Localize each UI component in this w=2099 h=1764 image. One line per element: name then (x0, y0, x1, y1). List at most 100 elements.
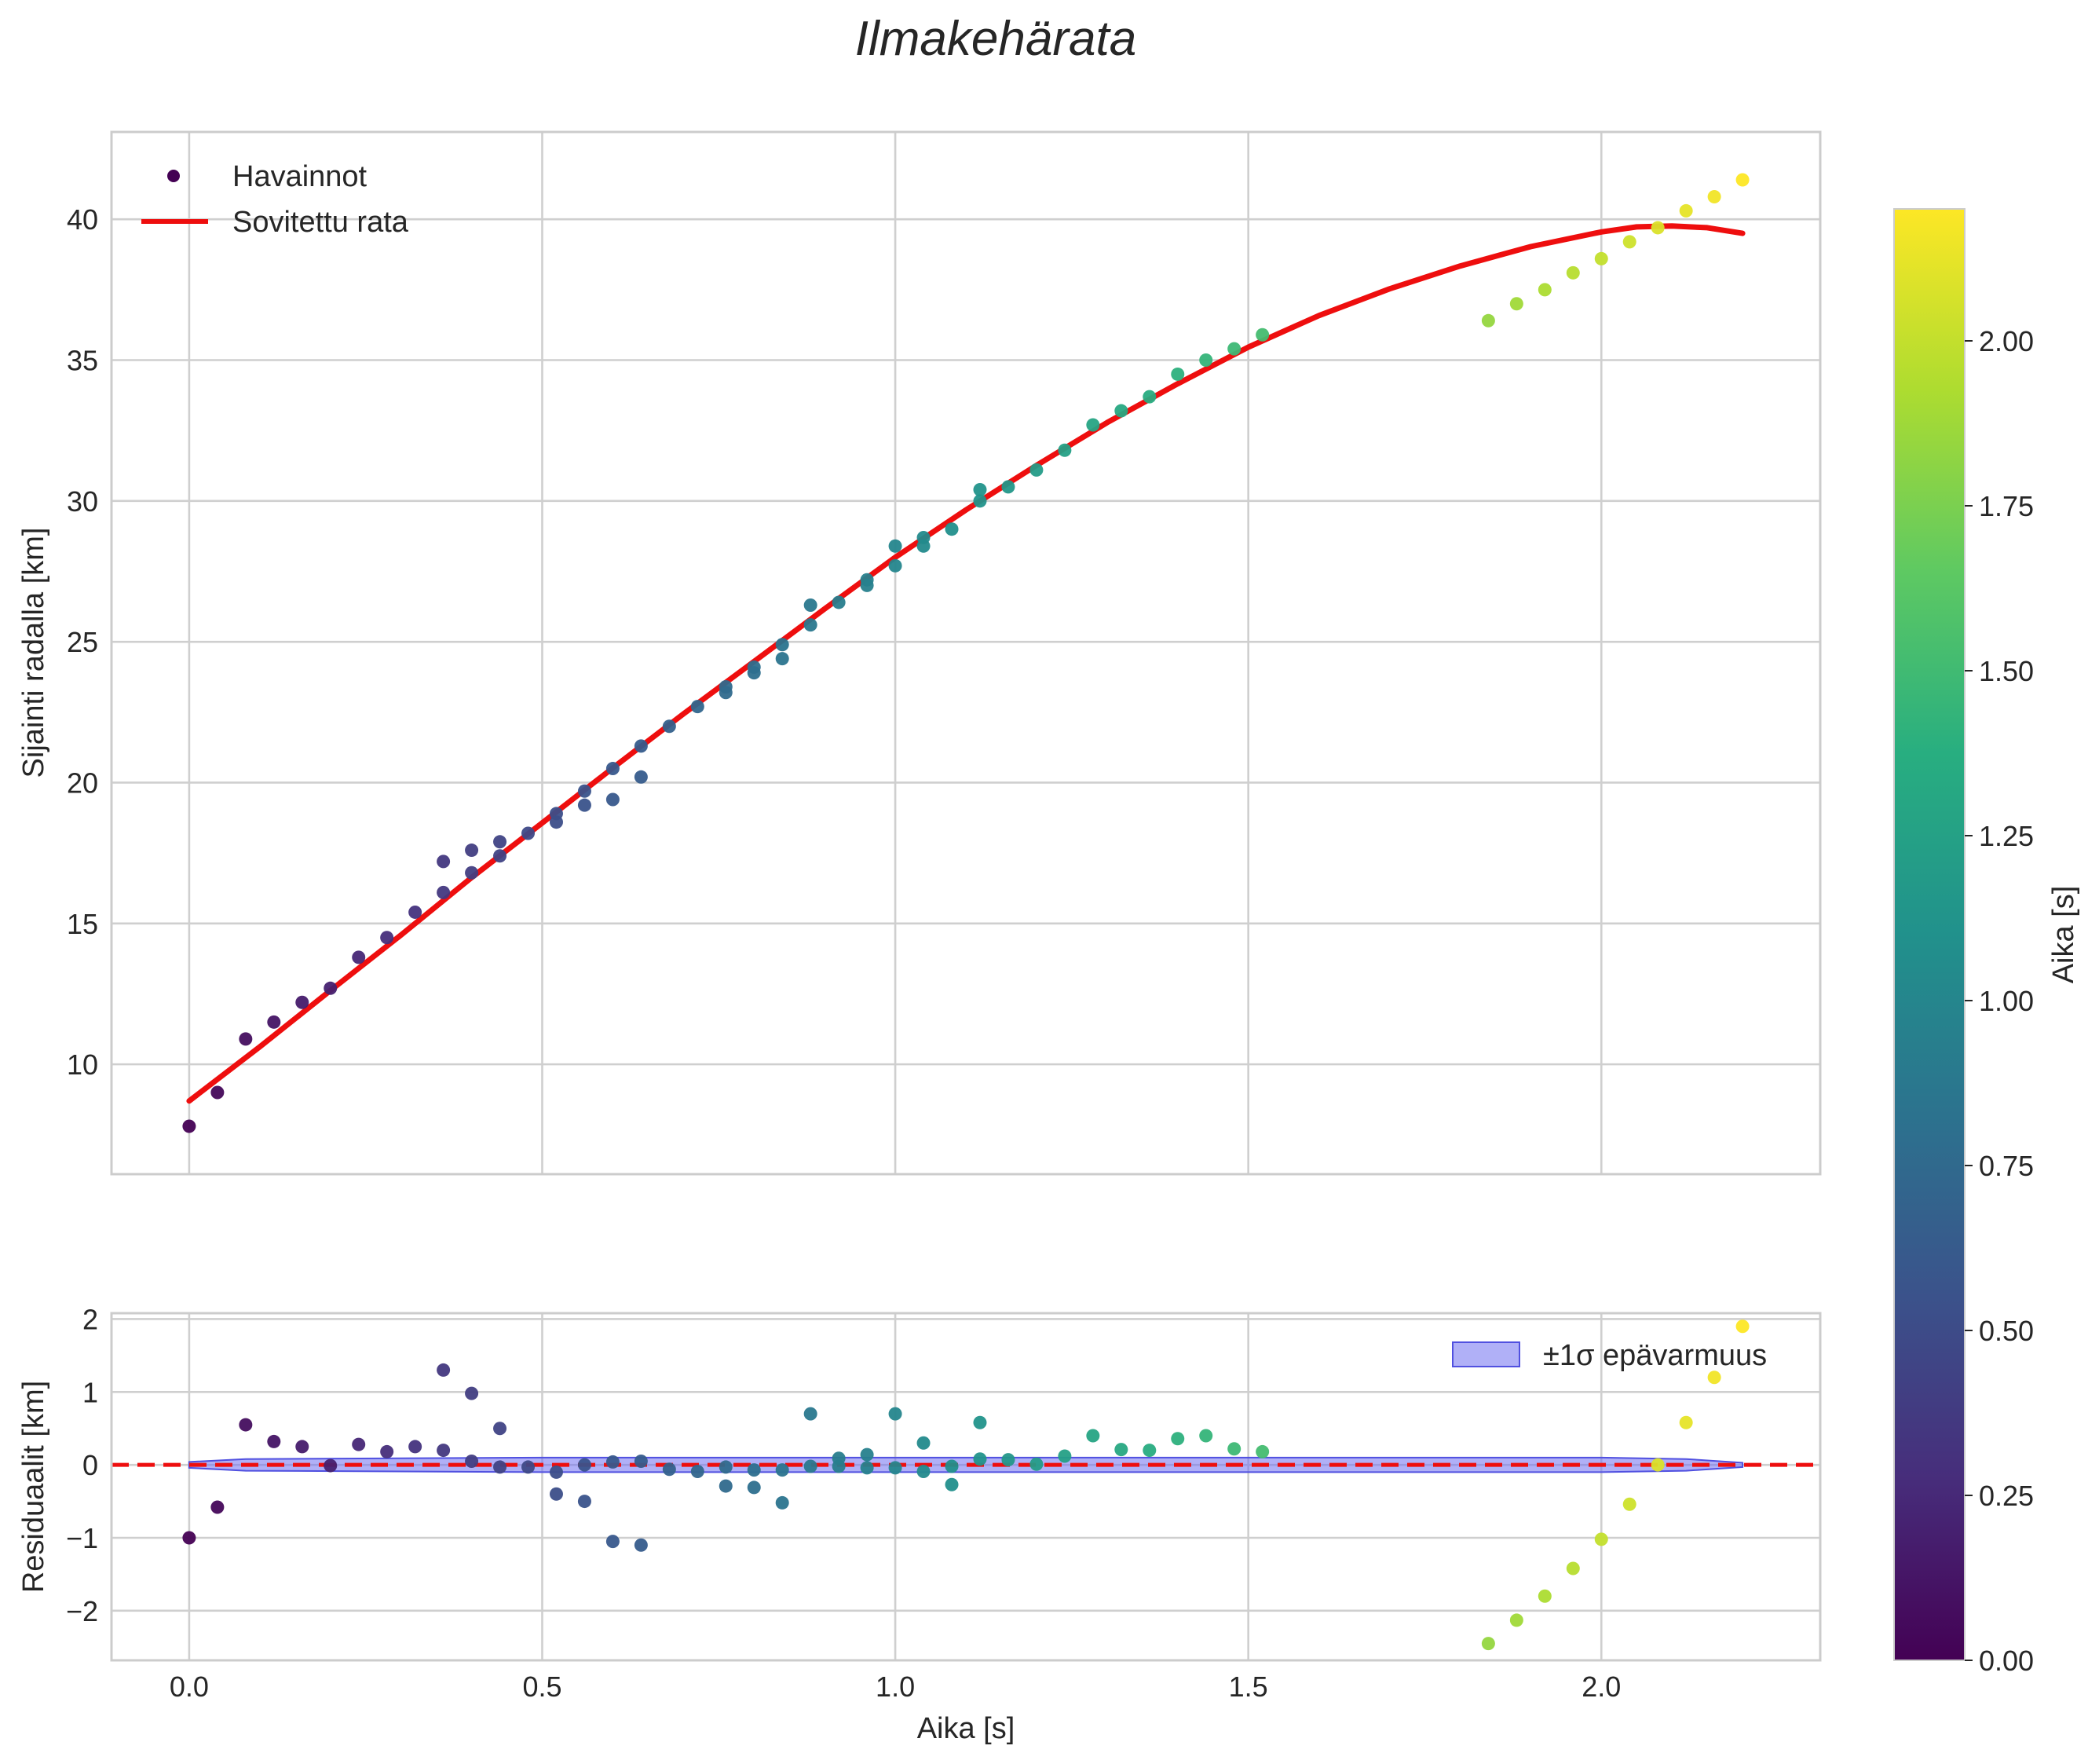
observation-point (719, 680, 733, 694)
colorbar-tick-label: 1.25 (1979, 820, 2034, 852)
residual-point (1199, 1429, 1213, 1443)
uncertainty-band-area (188, 1456, 1744, 1473)
trajectory-grid (112, 132, 1820, 1174)
observation-point (1143, 390, 1157, 404)
residual-x-tick-label: 0.5 (522, 1671, 561, 1703)
observation-point (973, 494, 987, 508)
observation-point (493, 835, 507, 849)
residual-point (549, 1465, 563, 1479)
observation-point (1538, 283, 1552, 297)
residual-y-tick-label: 1 (82, 1376, 98, 1408)
residual-point (888, 1461, 902, 1475)
residual-y-tick-label: 2 (82, 1303, 98, 1335)
residual-point (1114, 1443, 1128, 1457)
trajectory-legend: Havainnot Sovitettu rata (141, 160, 409, 239)
colorbar-tick-label: 0.25 (1979, 1480, 2034, 1512)
legend-label-uncertainty: ±1σ epävarmuus (1543, 1339, 1767, 1372)
observation-point (324, 981, 338, 995)
residual-point (747, 1480, 761, 1495)
residual-point (1538, 1589, 1552, 1603)
observation-point (1735, 173, 1750, 187)
observation-point (1199, 353, 1213, 368)
observation-point (577, 798, 591, 812)
residual-y-tick-label: −2 (66, 1595, 98, 1627)
residual-y-ticks: −2 −1 0 1 2 (66, 1303, 98, 1627)
residual-point (775, 1495, 789, 1510)
residual-point (916, 1465, 931, 1478)
residual-point (1481, 1637, 1495, 1651)
residual-point (860, 1447, 874, 1462)
residual-point (295, 1440, 309, 1454)
trajectory-y-tick-label: 15 (67, 908, 98, 940)
residual-legend: ±1σ epävarmuus (1452, 1339, 1767, 1372)
residual-points (182, 1319, 1750, 1651)
residual-point (267, 1434, 281, 1448)
residual-point (719, 1479, 733, 1493)
colorbar: 0.00 0.25 0.50 0.75 1.00 1.25 1.50 1.75 2.00 Aik… (1893, 208, 2080, 1677)
residual-point (1735, 1319, 1750, 1334)
uncertainty-band (188, 1456, 1744, 1473)
observation-point (690, 700, 704, 714)
observation-point (1509, 297, 1523, 311)
residual-point (1256, 1444, 1270, 1458)
observation-point (1622, 235, 1636, 249)
trajectory-y-label: Sijainti radalla [km] (17, 528, 50, 778)
residual-point (803, 1459, 817, 1473)
observation-point (267, 1015, 281, 1029)
colorbar-tick-label: 0.00 (1979, 1645, 2034, 1677)
colorbar-label: Aika [s] (2047, 886, 2080, 984)
trajectory-y-tick-label: 40 (67, 203, 98, 236)
observation-point (1256, 328, 1270, 342)
colorbar-tick-label: 0.50 (1979, 1315, 2034, 1347)
observation-point (662, 719, 676, 734)
observation-point (210, 1085, 225, 1100)
residual-point (352, 1437, 366, 1451)
trajectory-y-tick-label: 25 (67, 626, 98, 658)
observation-point (605, 792, 620, 807)
residual-point (239, 1418, 253, 1432)
trajectory-y-tick-label: 35 (67, 345, 98, 377)
residual-x-tick-label: 2.0 (1582, 1671, 1621, 1703)
residual-point (324, 1458, 338, 1473)
observation-point (295, 995, 309, 1009)
trajectory-axes-frame (110, 130, 1822, 1176)
residual-point (973, 1415, 987, 1429)
residual-y-label: Residuaalit [km] (17, 1381, 50, 1593)
residual-point (747, 1463, 761, 1477)
residual-point (437, 1444, 451, 1458)
residual-point (605, 1455, 620, 1469)
observation-point (888, 539, 902, 553)
residual-point (1707, 1371, 1721, 1385)
colorbar-tick-label: 1.75 (1979, 490, 2034, 522)
residual-y-tick-label: −1 (66, 1522, 98, 1554)
residual-point (1143, 1444, 1157, 1458)
observation-point (860, 573, 874, 587)
residual-point (380, 1444, 394, 1458)
observation-point (916, 530, 931, 544)
legend-label-fitted: Sovitettu rata (232, 206, 409, 239)
residual-axes-frame (110, 1312, 1822, 1662)
observation-point (945, 522, 959, 536)
observation-point (437, 855, 451, 869)
observation-point (973, 482, 987, 496)
residual-point (973, 1452, 987, 1466)
legend-label-observations: Havainnot (232, 160, 368, 193)
observation-point (1651, 221, 1665, 235)
observation-point (1566, 265, 1580, 280)
colorbar-tick-label: 0.75 (1979, 1150, 2034, 1182)
residual-point (1029, 1457, 1044, 1471)
observation-point (352, 950, 366, 964)
residual-panel: −2 −1 0 1 2 0.0 0.5 1.0 1.5 2.0 Residuaalit [km]… (17, 1303, 1822, 1745)
observation-point (775, 638, 789, 652)
observation-point (1227, 342, 1241, 356)
observation-point (1029, 463, 1044, 477)
residual-point (916, 1436, 931, 1450)
colorbar-tick-label: 1.00 (1979, 985, 2034, 1017)
observation-point (888, 558, 902, 573)
trajectory-y-tick-label: 10 (67, 1049, 98, 1081)
residual-point (775, 1463, 789, 1477)
residual-point (210, 1500, 225, 1514)
observation-point (775, 652, 789, 666)
observation-point (239, 1032, 253, 1046)
observation-point (380, 931, 394, 945)
